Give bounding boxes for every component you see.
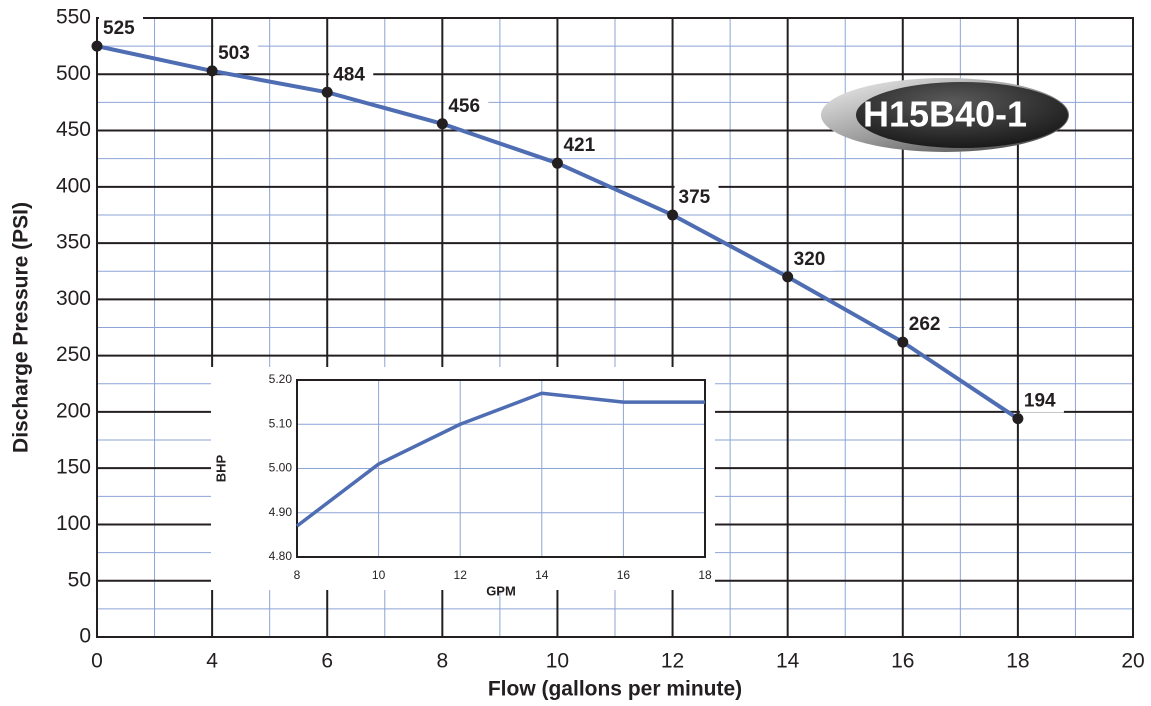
- x-tick-label: 20: [1121, 650, 1144, 673]
- point-marker: [91, 40, 103, 52]
- y-tick-label: 300: [56, 287, 91, 310]
- value-label: 375: [679, 187, 711, 208]
- y-axis-label: Discharge Pressure (PSI): [10, 202, 33, 453]
- point-marker: [551, 157, 563, 169]
- inset-y-tick-label: 5.10: [269, 416, 293, 430]
- x-tick-label: 18: [1006, 650, 1029, 673]
- y-tick-label: 500: [56, 62, 91, 85]
- value-label-background: [329, 62, 374, 87]
- value-label-background: [444, 93, 489, 118]
- point-marker: [667, 209, 679, 221]
- inset-y-tick-label: 5.00: [269, 461, 293, 475]
- y-tick-label: 0: [79, 625, 91, 648]
- inset-x-tick-label: 10: [372, 568, 386, 582]
- x-tick-label: 4: [206, 650, 218, 673]
- y-tick-label: 550: [56, 6, 91, 29]
- x-tick-label: 6: [321, 650, 333, 673]
- value-label: 456: [448, 96, 480, 117]
- inset-y-tick-label: 5.20: [269, 372, 293, 386]
- value-label-background: [214, 40, 259, 65]
- badge-label: H15B40-1: [863, 94, 1027, 135]
- inset-y-tick-label: 4.90: [269, 505, 293, 519]
- inset-x-tick-label: 18: [698, 568, 712, 582]
- point-marker: [206, 65, 218, 77]
- badge-core: [856, 82, 1068, 148]
- inset-x-tick-label: 14: [535, 568, 549, 582]
- x-axis-label: Flow (gallons per minute): [488, 678, 742, 701]
- x-tick-label: 14: [776, 650, 800, 673]
- inset-x-tick-label: 8: [294, 568, 301, 582]
- value-label: 503: [218, 43, 250, 64]
- value-label-background: [1019, 388, 1064, 413]
- point-marker: [321, 86, 333, 98]
- value-label-background: [789, 246, 834, 271]
- x-tick-label: 12: [661, 650, 684, 673]
- x-tick-label: 16: [891, 650, 914, 673]
- x-tick-label: 10: [546, 650, 569, 673]
- inset-x-axis-label: GPM: [486, 583, 516, 598]
- inset-y-tick-label: 4.80: [269, 549, 293, 563]
- value-label-background: [99, 16, 143, 41]
- y-tick-label: 200: [56, 399, 91, 422]
- value-label-background: [904, 312, 949, 337]
- x-tick-label: 8: [436, 650, 448, 673]
- inset-y-axis-label: BHP: [213, 454, 228, 482]
- inset-x-tick-label: 16: [617, 568, 631, 582]
- point-marker: [897, 336, 909, 348]
- value-label: 484: [333, 64, 365, 85]
- value-label-background: [674, 184, 719, 209]
- value-label: 525: [103, 18, 135, 39]
- inset-background: [211, 367, 715, 590]
- value-label: 194: [1024, 391, 1056, 412]
- point-marker: [1012, 413, 1024, 425]
- value-label: 421: [563, 135, 595, 156]
- inset-x-tick-label: 12: [454, 568, 468, 582]
- y-tick-label: 350: [56, 231, 91, 254]
- inset-frame: [296, 379, 706, 558]
- y-tick-label: 150: [56, 456, 91, 479]
- point-marker: [436, 118, 448, 130]
- value-label-background: [559, 133, 604, 158]
- y-tick-label: 50: [68, 568, 91, 591]
- value-label: 320: [794, 249, 826, 270]
- y-tick-label: 400: [56, 174, 91, 197]
- series-line: [295, 391, 705, 528]
- point-marker: [782, 271, 794, 283]
- x-tick-label: 0: [91, 650, 103, 673]
- plot-frame: [96, 17, 1134, 638]
- y-tick-label: 100: [56, 512, 91, 535]
- value-label: 262: [909, 314, 941, 335]
- y-tick-label: 250: [56, 343, 91, 366]
- y-tick-label: 450: [56, 118, 91, 141]
